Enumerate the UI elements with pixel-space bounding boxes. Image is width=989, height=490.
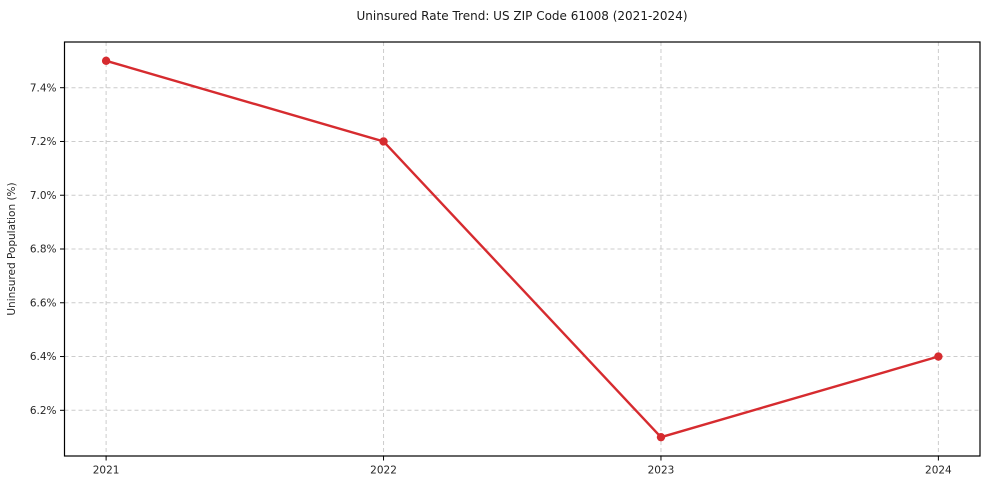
y-tick-label: 7.0% bbox=[30, 190, 57, 202]
x-tick-label: 2021 bbox=[93, 465, 120, 477]
axis-layer: 6.2% 6.4% 6.6% 6.8% 7.0% 7.2% 7.4% 2021 2022 2023… bbox=[30, 82, 952, 476]
trend-line bbox=[104, 59, 940, 439]
y-tick-label: 7.4% bbox=[30, 82, 57, 94]
chart-title: Uninsured Rate Trend: US ZIP Code 61008 … bbox=[356, 9, 687, 23]
y-tick-label: 6.6% bbox=[30, 297, 57, 309]
data-point-marker bbox=[934, 352, 943, 361]
x-tick-label: 2024 bbox=[925, 465, 952, 477]
data-layer bbox=[101, 56, 943, 442]
plot-border bbox=[63, 41, 981, 457]
data-point-marker bbox=[379, 137, 388, 146]
y-tick-label: 6.4% bbox=[30, 351, 57, 363]
x-tick-label: 2022 bbox=[370, 465, 397, 477]
grid-layer bbox=[64, 42, 980, 456]
y-tick-label: 6.2% bbox=[30, 405, 57, 417]
data-point-marker bbox=[656, 432, 666, 442]
data-point-marker bbox=[101, 56, 111, 66]
y-tick-label: 7.2% bbox=[30, 136, 57, 148]
x-tick-label: 2023 bbox=[648, 465, 675, 477]
y-axis-label: Uninsured Population (%) bbox=[6, 182, 18, 315]
y-tick-label: 6.8% bbox=[30, 244, 57, 256]
